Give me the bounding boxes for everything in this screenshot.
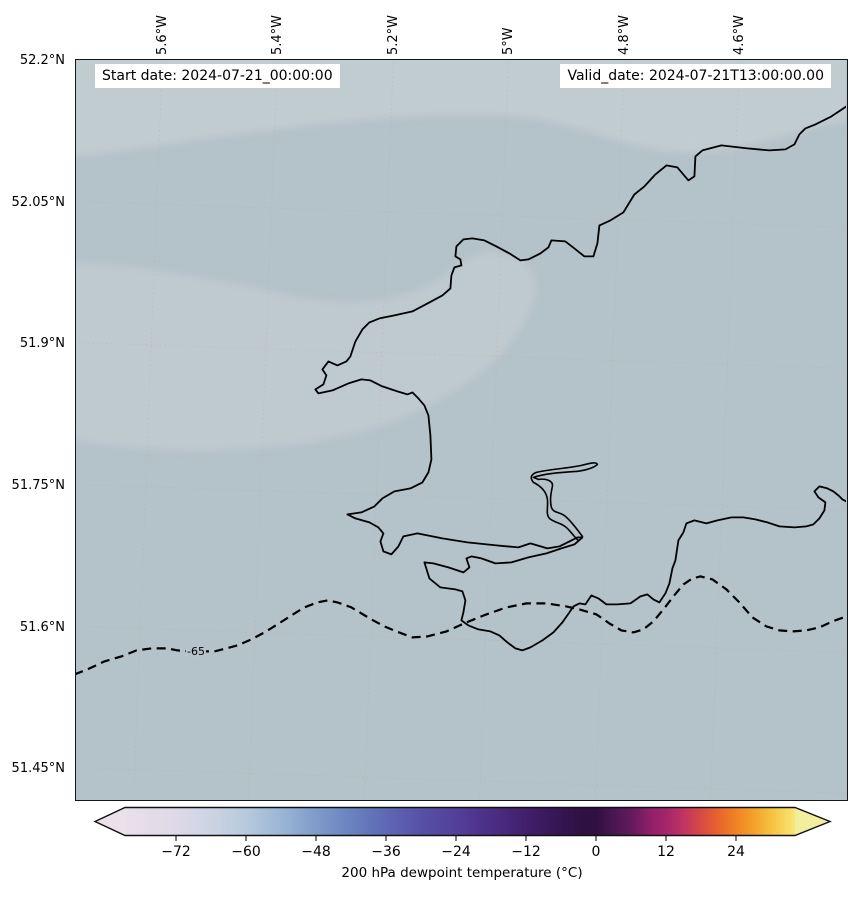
start-date-annotation: Start date: 2024-07-21_00:00:00 [95, 64, 340, 88]
cb-tick-0: 0 [591, 844, 601, 860]
map-canvas [76, 60, 846, 799]
lon-tick-5w: 5°W [501, 27, 516, 55]
lat-tick-51-9n: 51.9°N [19, 336, 65, 351]
colorbar-right-arrow [795, 807, 830, 836]
gridlines [76, 60, 846, 799]
cb-tick-minus-72: −72 [161, 844, 191, 860]
lat-tick-52-05n: 52.05°N [11, 195, 65, 210]
cb-tick-minus-60: −60 [231, 844, 261, 860]
lon-tick-4-6w: 4.6°W [732, 14, 747, 55]
lon-tick-5-4w: 5.4°W [270, 14, 285, 55]
estuary-inlet [530, 462, 599, 542]
colorbar-gradient-body [125, 807, 795, 836]
cb-tick-12: 12 [657, 844, 675, 860]
cb-tick-minus-48: −48 [301, 844, 331, 860]
colorbar-outline [93, 806, 832, 837]
valid-date-annotation: Valid_date: 2024-07-21T13:00:00.00 [560, 64, 831, 88]
lon-tick-5-2w: 5.2°W [386, 14, 401, 55]
coastline [314, 105, 846, 652]
dashed-contour-line [76, 575, 846, 675]
colorbar-canvas [93, 806, 832, 841]
colorbar: −72 −60 −48 −36 −24 −12 0 12 24 200 hPa … [0, 795, 859, 907]
cb-tick-minus-24: −24 [441, 844, 471, 860]
lat-tick-51-45n: 51.45°N [11, 761, 65, 776]
cb-tick-24: 24 [727, 844, 745, 860]
lat-tick-52-2n: 52.2°N [19, 53, 65, 68]
lat-tick-51-6n: 51.6°N [19, 620, 65, 635]
colorbar-left-arrow [95, 807, 125, 836]
cb-tick-minus-12: −12 [511, 844, 541, 860]
contour-level-label: -65 [186, 645, 206, 658]
map-axes: Start date: 2024-07-21_00:00:00 Valid_da… [75, 59, 848, 801]
colorbar-axis-label: 200 hPa dewpoint temperature (°C) [341, 865, 583, 881]
lon-tick-4-8w: 4.8°W [617, 14, 632, 55]
colorbar-tick-marks [175, 835, 737, 841]
lat-tick-51-75n: 51.75°N [11, 478, 65, 493]
start-date-text: Start date: 2024-07-21_00:00:00 [102, 68, 333, 84]
lon-tick-5-6w: 5.6°W [155, 14, 170, 55]
valid-date-text: Valid_date: 2024-07-21T13:00:00.00 [567, 68, 824, 84]
cb-tick-minus-36: −36 [371, 844, 401, 860]
